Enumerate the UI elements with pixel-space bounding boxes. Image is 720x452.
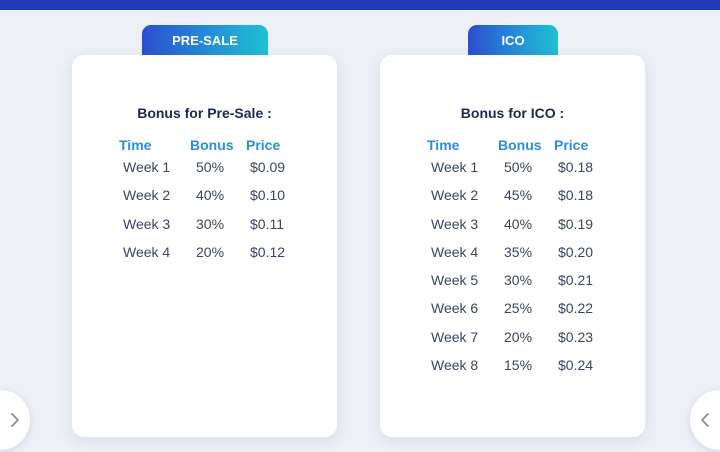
- cell-price: $0.19: [558, 215, 594, 232]
- tab-ico-label: ICO: [501, 32, 525, 48]
- chevron-right-icon: [0, 412, 20, 428]
- cell-time: Week 1: [123, 159, 171, 175]
- top-bar: [0, 0, 720, 10]
- presale-column-headers: Time Bonus Price: [119, 137, 319, 155]
- column-header-time: Time: [427, 137, 460, 153]
- cell-bonus: 20%: [504, 328, 533, 345]
- cell-time: Week 7: [431, 328, 479, 345]
- cell-price: $0.18: [558, 187, 594, 204]
- cell-bonus: 25%: [504, 300, 533, 317]
- table-row: Week 4 20% $0.12: [123, 244, 323, 272]
- cell-bonus: 35%: [504, 243, 533, 260]
- cell-price: $0.20: [558, 243, 594, 260]
- table-row: Week 4 35% $0.20: [431, 244, 631, 272]
- table-row: Week 8 15% $0.24: [431, 357, 631, 385]
- ico-column-headers: Time Bonus Price: [427, 137, 627, 155]
- cell-time: Week 3: [123, 215, 171, 232]
- cell-bonus: 30%: [504, 272, 533, 289]
- carousel-prev-button[interactable]: [0, 390, 30, 450]
- cell-time: Week 6: [431, 300, 479, 317]
- ico-heading: Bonus for ICO :: [460, 105, 565, 121]
- cell-bonus: 50%: [196, 159, 225, 175]
- cell-price: $0.10: [250, 187, 286, 204]
- cell-bonus: 50%: [504, 159, 533, 175]
- table-row: Week 1 50% $0.09: [123, 159, 323, 187]
- cell-price: $0.12: [250, 243, 286, 260]
- cell-time: Week 3: [431, 215, 479, 232]
- table-row: Week 3 40% $0.19: [431, 216, 631, 244]
- cell-time: Week 2: [431, 187, 479, 204]
- cell-price: $0.18: [558, 159, 594, 175]
- presale-rows: Week 1 50% $0.09 Week 2 40% $0.10 Week 3…: [123, 159, 323, 272]
- cell-bonus: 45%: [504, 187, 533, 204]
- presale-heading: Bonus for Pre-Sale :: [137, 105, 272, 121]
- cell-time: Week 4: [431, 243, 479, 260]
- tab-ico[interactable]: ICO: [468, 25, 558, 55]
- cell-price: $0.09: [250, 159, 286, 175]
- cell-time: Week 2: [123, 187, 171, 204]
- cell-bonus: 20%: [196, 243, 225, 260]
- carousel-next-button[interactable]: [690, 390, 720, 450]
- cell-bonus: 40%: [504, 215, 533, 232]
- table-row: Week 1 50% $0.18: [431, 159, 631, 187]
- table-row: Week 2 40% $0.10: [123, 187, 323, 215]
- cell-price: $0.11: [250, 215, 284, 232]
- cell-time: Week 1: [431, 159, 479, 175]
- table-row: Week 3 30% $0.11: [123, 216, 323, 244]
- ico-rows: Week 1 50% $0.18 Week 2 45% $0.18 Week 3…: [431, 159, 631, 385]
- cell-time: Week 8: [431, 357, 479, 374]
- cell-bonus: 40%: [196, 187, 225, 204]
- table-row: Week 5 30% $0.21: [431, 272, 631, 300]
- chevron-left-icon: [700, 412, 720, 428]
- column-header-price: Price: [246, 137, 281, 153]
- cell-price: $0.23: [558, 328, 594, 345]
- table-row: Week 2 45% $0.18: [431, 187, 631, 215]
- cell-price: $0.22: [558, 300, 594, 317]
- tab-presale-label: PRE-SALE: [172, 32, 238, 48]
- column-header-price: Price: [554, 137, 589, 153]
- cell-price: $0.21: [558, 272, 594, 289]
- cell-time: Week 4: [123, 243, 171, 260]
- cell-price: $0.24: [558, 357, 594, 374]
- cell-time: Week 5: [431, 272, 479, 289]
- column-header-bonus: Bonus: [190, 137, 234, 153]
- cell-bonus: 30%: [196, 215, 225, 232]
- column-header-bonus: Bonus: [498, 137, 542, 153]
- ico-card: Bonus for ICO : Time Bonus Price Week 1 …: [380, 55, 645, 437]
- cell-bonus: 15%: [504, 357, 533, 374]
- presale-card: Bonus for Pre-Sale : Time Bonus Price We…: [72, 55, 337, 437]
- column-header-time: Time: [119, 137, 152, 153]
- table-row: Week 7 20% $0.23: [431, 329, 631, 357]
- tab-presale[interactable]: PRE-SALE: [142, 25, 268, 55]
- table-row: Week 6 25% $0.22: [431, 300, 631, 328]
